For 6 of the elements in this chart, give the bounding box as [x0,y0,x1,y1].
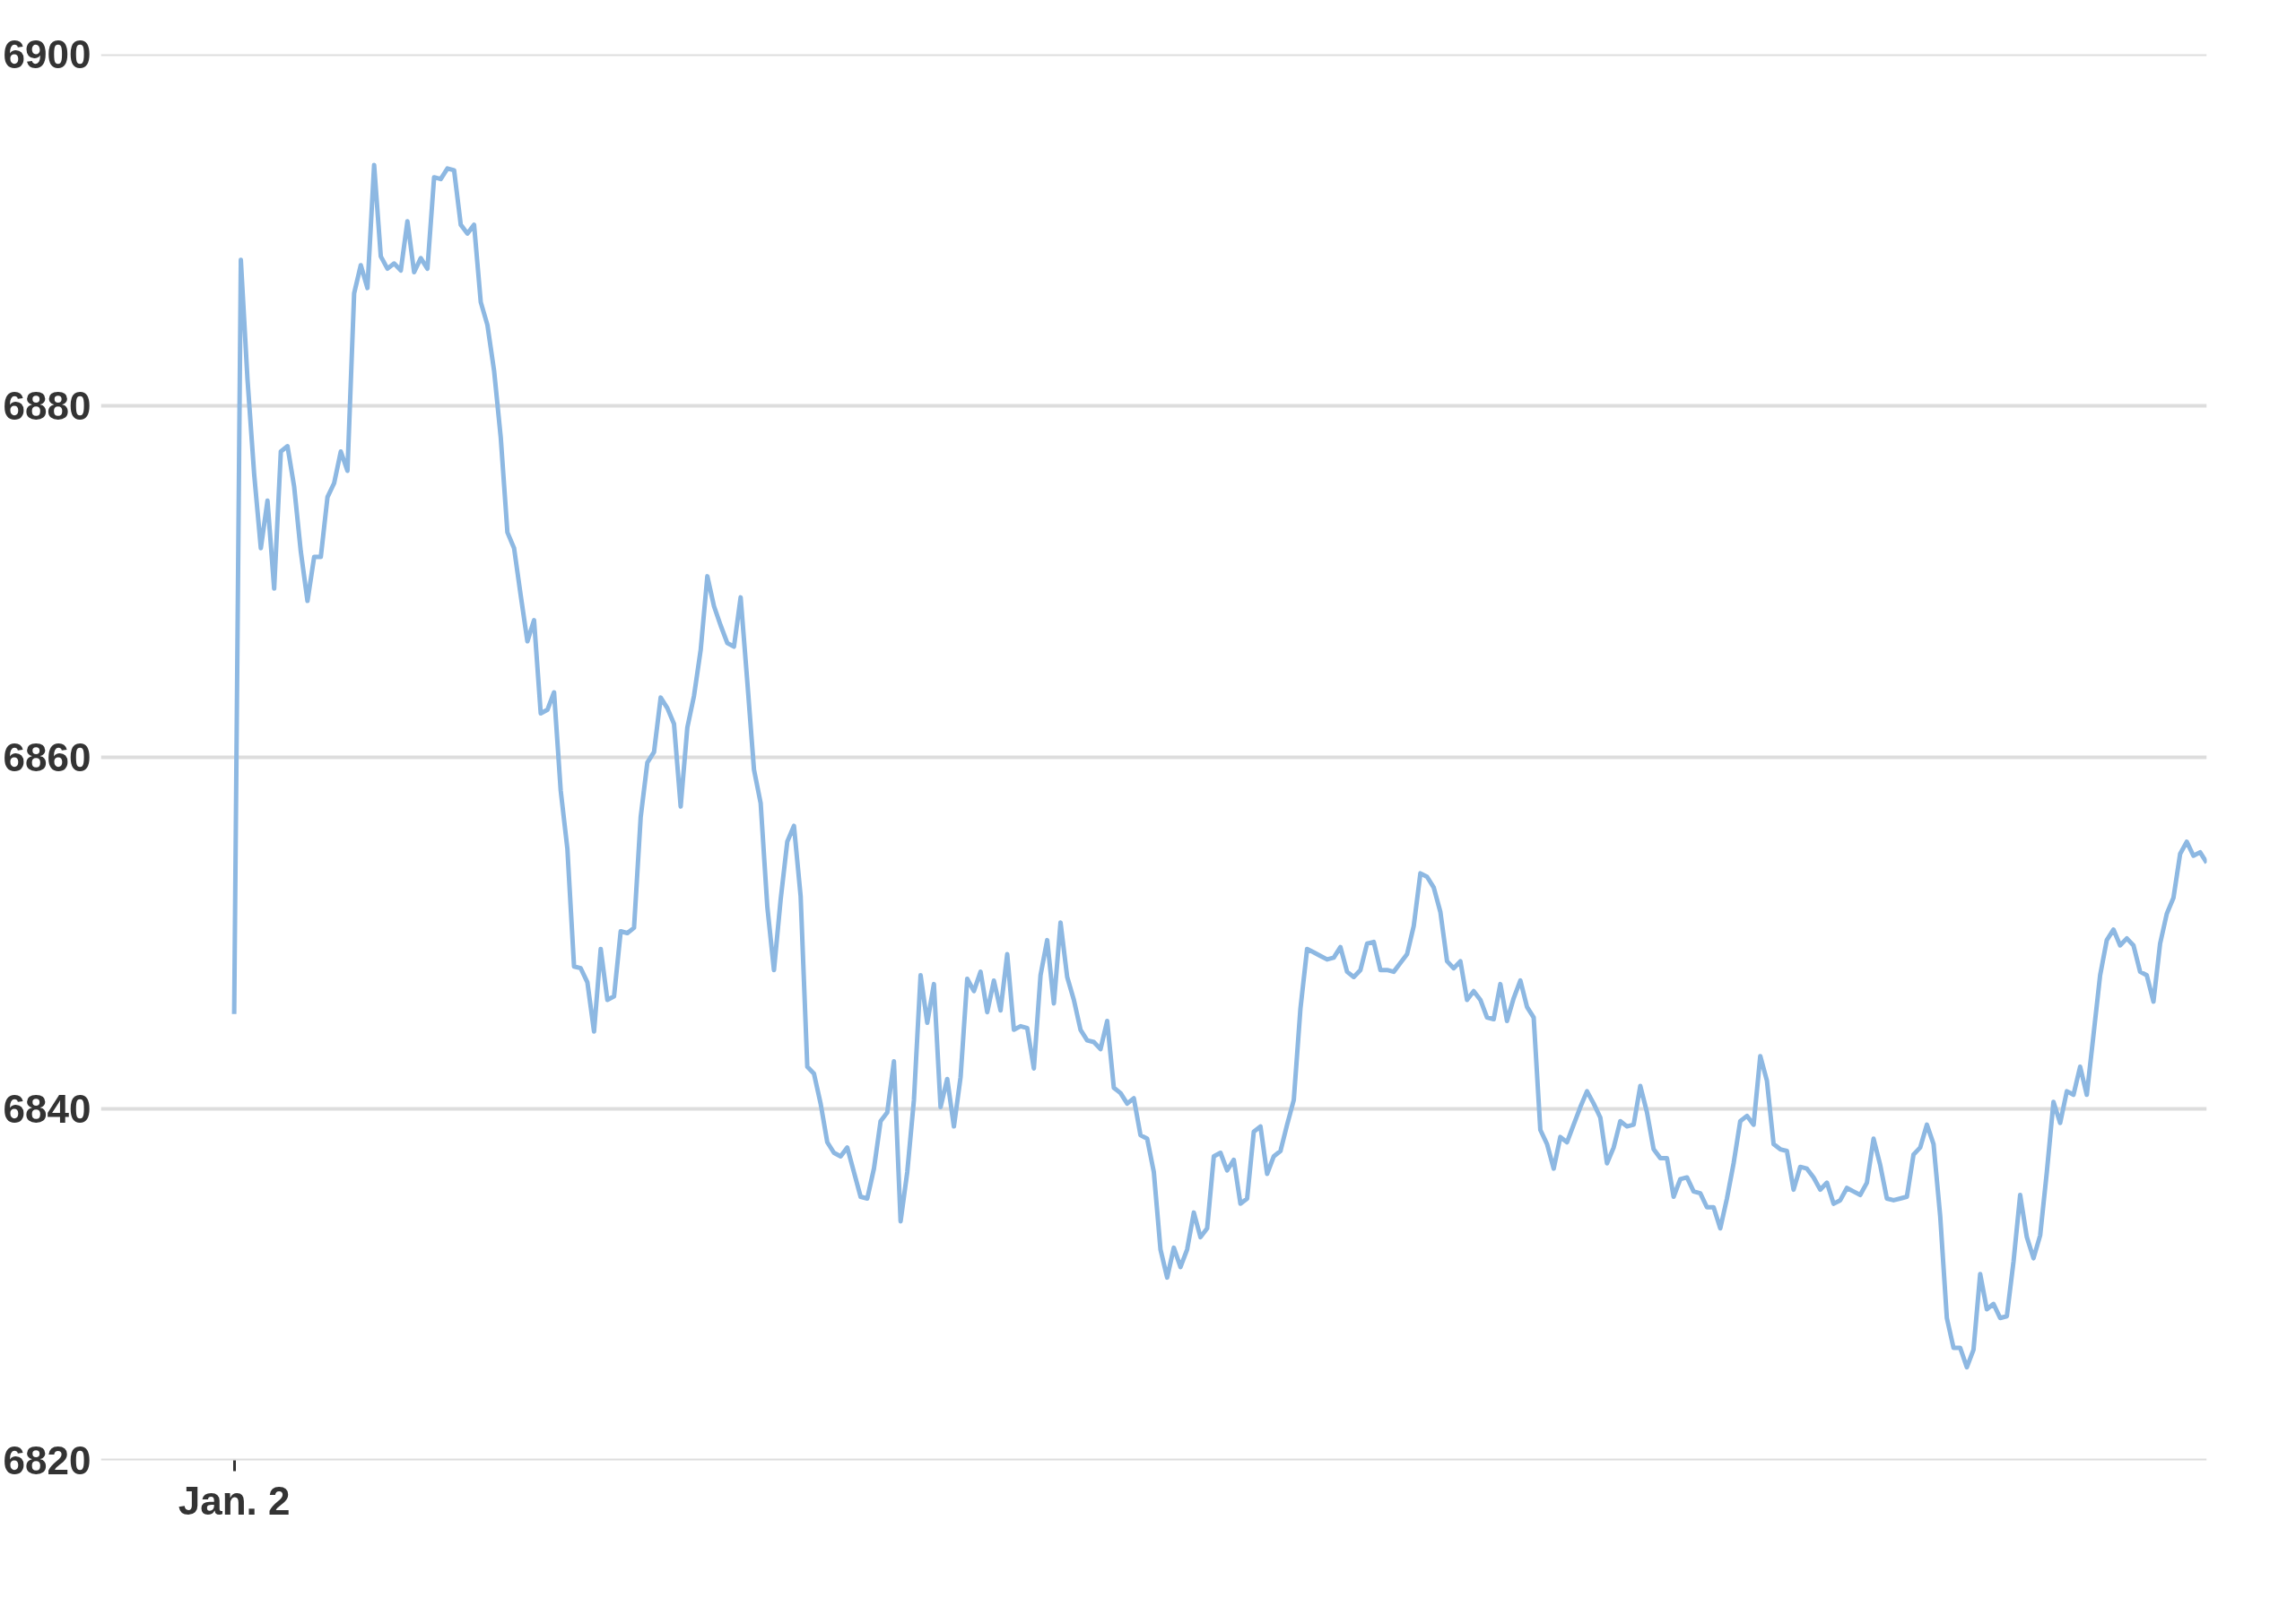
y-tick-label: 6900 [3,32,91,76]
x-tick-label: Jan. 2 [178,1478,291,1523]
y-tick-label: 6860 [3,735,91,779]
y-tick-label: 6880 [3,384,91,428]
y-tick-label: 6820 [3,1438,91,1482]
y-tick-label: 6840 [3,1087,91,1131]
